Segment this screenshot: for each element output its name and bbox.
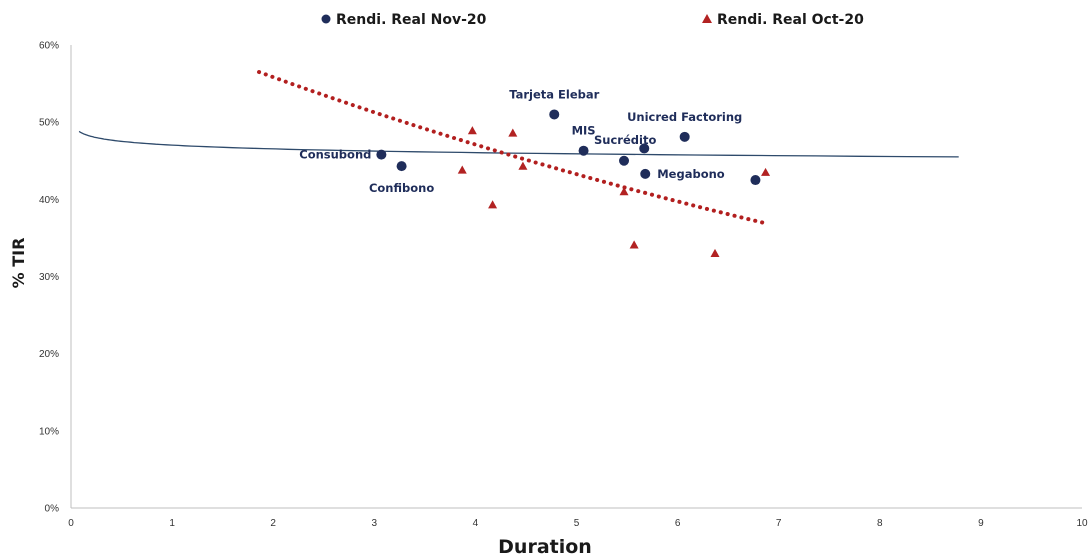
point-oct-20 bbox=[508, 128, 518, 137]
x-tick-label: 9 bbox=[978, 518, 984, 529]
legend-marker-nov-20 bbox=[321, 14, 331, 24]
y-tick-label: 60% bbox=[39, 41, 59, 52]
x-tick-label: 7 bbox=[776, 518, 782, 529]
legend-label-nov-20: Rendi. Real Nov-20 bbox=[336, 12, 487, 28]
data-label: MIS bbox=[572, 124, 596, 138]
data-label: Sucrédito bbox=[594, 133, 656, 147]
trendline-nov-20 bbox=[78, 130, 959, 158]
x-tick-label: 4 bbox=[473, 518, 479, 529]
legend: Rendi. Real Nov-20 Rendi. Real Oct-20 bbox=[321, 12, 864, 28]
point-nov-20 bbox=[679, 131, 690, 142]
point-oct-20 bbox=[710, 248, 720, 257]
point-oct-20 bbox=[467, 126, 477, 135]
axes bbox=[70, 45, 1082, 509]
x-tick-label: 3 bbox=[372, 518, 378, 529]
point-nov-20 bbox=[396, 161, 407, 172]
x-tick-label: 0 bbox=[68, 518, 74, 529]
x-tick-label: 2 bbox=[270, 518, 276, 529]
y-tick-labels: 0% 10% 20% 30% 40% 50% 60% bbox=[39, 41, 59, 515]
x-tick-label: 6 bbox=[675, 518, 681, 529]
y-tick-label: 10% bbox=[39, 426, 59, 437]
point-nov-20 bbox=[549, 109, 560, 120]
data-labels: Consubond Confibono Tarjeta Elebar MISSucré… bbox=[299, 87, 742, 195]
legend-marker-oct-20 bbox=[702, 14, 712, 23]
point-nov-20 bbox=[750, 175, 761, 186]
trendlines bbox=[78, 70, 959, 226]
y-tick-label: 40% bbox=[39, 195, 59, 206]
trendline-oct-20 bbox=[257, 70, 768, 226]
x-tick-label: 5 bbox=[574, 518, 580, 529]
point-oct-20 bbox=[518, 161, 528, 170]
y-tick-label: 50% bbox=[39, 118, 59, 129]
point-oct-20 bbox=[619, 187, 629, 196]
data-label: Unicred Factoring bbox=[627, 110, 742, 124]
legend-label-oct-20: Rendi. Real Oct-20 bbox=[717, 12, 864, 28]
point-nov-20 bbox=[376, 149, 387, 160]
point-oct-20 bbox=[761, 167, 771, 176]
data-label: Megabono bbox=[657, 167, 725, 181]
point-nov-20 bbox=[578, 145, 589, 156]
y-tick-label: 0% bbox=[45, 504, 60, 515]
data-points bbox=[376, 109, 771, 257]
point-nov-20 bbox=[639, 143, 650, 154]
y-tick-label: 20% bbox=[39, 349, 59, 360]
point-oct-20 bbox=[457, 165, 467, 174]
data-label: Tarjeta Elebar bbox=[509, 87, 599, 101]
x-tick-label: 1 bbox=[169, 518, 175, 529]
data-label: Confibono bbox=[369, 181, 434, 195]
point-oct-20 bbox=[488, 200, 498, 209]
x-tick-labels: 0 1 2 3 4 5 6 7 8 9 10 bbox=[68, 518, 1088, 529]
x-tick-label: 8 bbox=[877, 518, 883, 529]
data-label: Consubond bbox=[299, 148, 371, 162]
point-nov-20 bbox=[619, 155, 630, 166]
y-tick-label: 30% bbox=[39, 272, 59, 283]
x-tick-label: 10 bbox=[1076, 518, 1088, 529]
y-axis-title: % TIR bbox=[9, 238, 28, 289]
x-axis-title: Duration bbox=[498, 536, 592, 558]
point-oct-20 bbox=[629, 240, 639, 249]
point-nov-20 bbox=[640, 168, 651, 179]
